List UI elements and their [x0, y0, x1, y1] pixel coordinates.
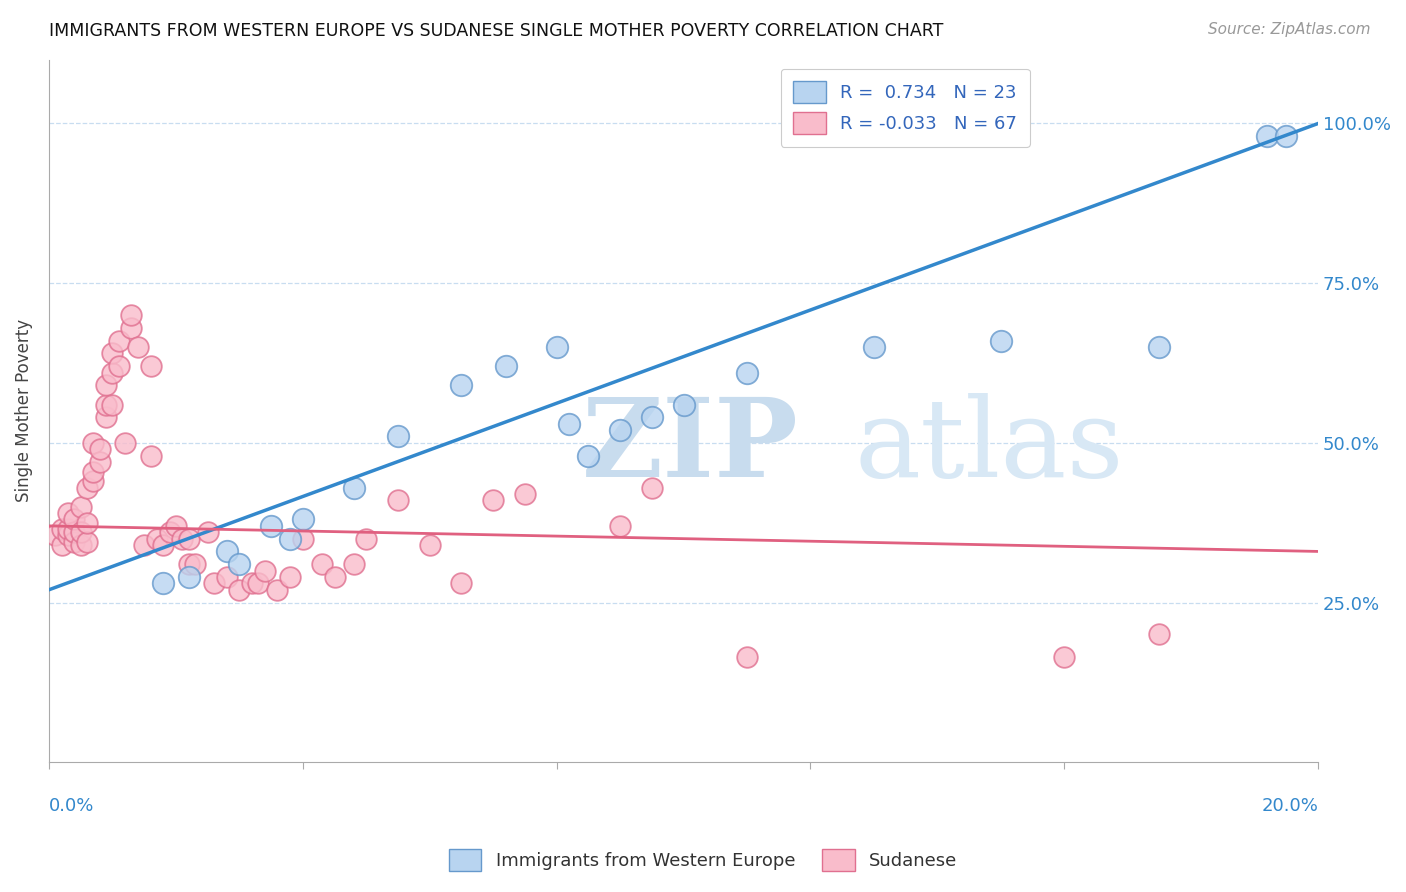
Text: 20.0%: 20.0% — [1261, 797, 1319, 815]
Point — [172, 532, 194, 546]
Point — [197, 525, 219, 540]
Point — [260, 519, 283, 533]
Point — [641, 481, 664, 495]
Point — [89, 442, 111, 457]
Point — [159, 525, 181, 540]
Point — [94, 397, 117, 411]
Point — [1053, 649, 1076, 664]
Point — [177, 570, 200, 584]
Point — [139, 359, 162, 374]
Point — [215, 544, 238, 558]
Point — [240, 576, 263, 591]
Point — [56, 506, 79, 520]
Point — [1256, 129, 1278, 144]
Point — [76, 481, 98, 495]
Point — [134, 538, 156, 552]
Point — [69, 525, 91, 540]
Point — [76, 534, 98, 549]
Point — [51, 522, 73, 536]
Point — [215, 570, 238, 584]
Point — [1149, 627, 1171, 641]
Legend: Immigrants from Western Europe, Sudanese: Immigrants from Western Europe, Sudanese — [441, 842, 965, 879]
Point — [94, 378, 117, 392]
Point — [450, 576, 472, 591]
Point — [323, 570, 346, 584]
Point — [641, 410, 664, 425]
Point — [184, 558, 207, 572]
Point — [247, 576, 270, 591]
Point — [513, 487, 536, 501]
Point — [342, 558, 364, 572]
Text: IMMIGRANTS FROM WESTERN EUROPE VS SUDANESE SINGLE MOTHER POVERTY CORRELATION CHA: IMMIGRANTS FROM WESTERN EUROPE VS SUDANE… — [49, 22, 943, 40]
Point — [82, 474, 104, 488]
Text: 0.0%: 0.0% — [49, 797, 94, 815]
Point — [114, 435, 136, 450]
Point — [127, 340, 149, 354]
Point — [56, 528, 79, 542]
Point — [495, 359, 517, 374]
Point — [89, 455, 111, 469]
Point — [51, 538, 73, 552]
Point — [576, 449, 599, 463]
Point — [146, 532, 169, 546]
Point — [101, 346, 124, 360]
Point — [82, 465, 104, 479]
Point — [266, 582, 288, 597]
Point — [419, 538, 441, 552]
Point — [311, 558, 333, 572]
Point — [228, 582, 250, 597]
Point — [546, 340, 568, 354]
Point — [69, 500, 91, 514]
Point — [342, 481, 364, 495]
Point — [735, 649, 758, 664]
Point — [76, 516, 98, 530]
Point — [253, 564, 276, 578]
Point — [139, 449, 162, 463]
Point — [152, 576, 174, 591]
Point — [177, 558, 200, 572]
Text: ZIP: ZIP — [582, 392, 799, 500]
Text: Source: ZipAtlas.com: Source: ZipAtlas.com — [1208, 22, 1371, 37]
Point — [56, 522, 79, 536]
Point — [101, 366, 124, 380]
Point — [672, 397, 695, 411]
Point — [63, 512, 86, 526]
Point — [69, 538, 91, 552]
Point — [121, 308, 143, 322]
Point — [558, 417, 581, 431]
Point — [278, 532, 301, 546]
Point — [291, 512, 314, 526]
Point — [44, 528, 66, 542]
Point — [387, 429, 409, 443]
Point — [450, 378, 472, 392]
Point — [609, 519, 631, 533]
Point — [63, 525, 86, 540]
Point — [94, 410, 117, 425]
Point — [202, 576, 225, 591]
Point — [990, 334, 1012, 348]
Text: atlas: atlas — [855, 392, 1125, 500]
Point — [121, 321, 143, 335]
Point — [228, 558, 250, 572]
Point — [482, 493, 505, 508]
Point — [278, 570, 301, 584]
Point — [735, 366, 758, 380]
Point — [82, 435, 104, 450]
Point — [63, 534, 86, 549]
Point — [177, 532, 200, 546]
Point — [107, 359, 129, 374]
Point — [609, 423, 631, 437]
Point — [356, 532, 378, 546]
Point — [387, 493, 409, 508]
Point — [107, 334, 129, 348]
Legend: R =  0.734   N = 23, R = -0.033   N = 67: R = 0.734 N = 23, R = -0.033 N = 67 — [780, 69, 1029, 147]
Point — [152, 538, 174, 552]
Point — [1149, 340, 1171, 354]
Point — [863, 340, 886, 354]
Point — [101, 397, 124, 411]
Point — [165, 519, 187, 533]
Point — [291, 532, 314, 546]
Point — [1275, 129, 1298, 144]
Y-axis label: Single Mother Poverty: Single Mother Poverty — [15, 319, 32, 502]
